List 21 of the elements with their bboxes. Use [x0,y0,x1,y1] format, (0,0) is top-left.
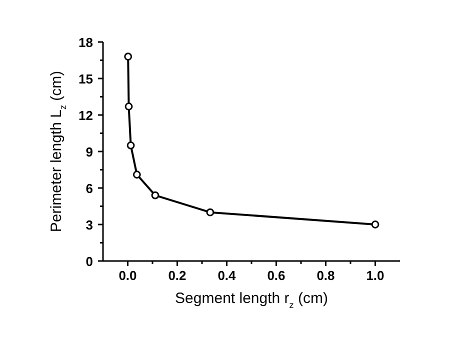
point [371,220,380,228]
point [124,52,132,61]
x-tick-label: 1.0 [366,268,384,283]
x-tick-label: 0.0 [118,268,137,283]
y-tick-label: 6 [86,181,93,196]
point [132,170,141,179]
x-tick-label: 0.8 [316,268,335,283]
y-tick-label: 0 [86,254,93,269]
point [206,208,214,216]
x-tick-label: 0.4 [218,268,237,283]
y-tick-label: 15 [78,72,93,86]
y-tick-label: 12 [78,108,93,123]
y-tick-label: 3 [86,218,93,232]
y-tick-label: 9 [86,144,93,160]
x-axis-title: Segment length r$_{z}$ (cm) [175,290,328,310]
point [124,102,133,110]
x-tick-label: 0.6 [267,268,286,283]
point [151,191,160,200]
y-tick-label: 18 [78,35,93,50]
x-tick-label: 0.2 [168,268,186,283]
point [126,141,135,150]
